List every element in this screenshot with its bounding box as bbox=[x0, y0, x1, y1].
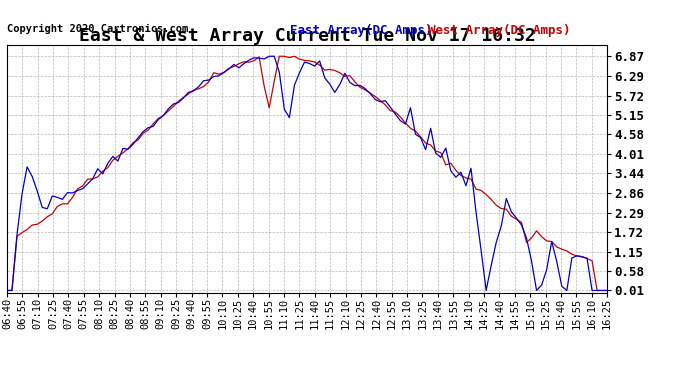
Text: Copyright 2020 Cartronics.com: Copyright 2020 Cartronics.com bbox=[7, 24, 188, 34]
Text: West Array(DC Amps): West Array(DC Amps) bbox=[428, 24, 571, 38]
Text: East Array(DC Amps): East Array(DC Amps) bbox=[290, 24, 433, 38]
Title: East & West Array Current Tue Nov 17 16:32: East & West Array Current Tue Nov 17 16:… bbox=[79, 27, 535, 45]
